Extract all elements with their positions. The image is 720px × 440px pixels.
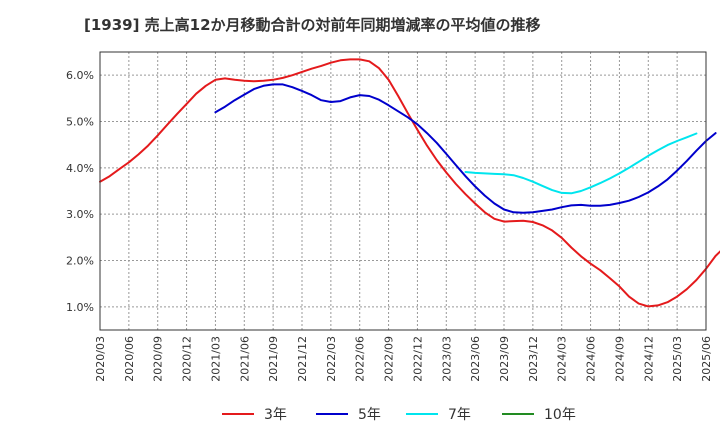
series-lines <box>99 58 720 308</box>
x-tick-label: 2024/12 <box>642 336 655 382</box>
x-tick-label: 2022/06 <box>354 336 367 382</box>
legend-label-1: 5年 <box>358 407 381 423</box>
y-tick-label: 3.0% <box>66 208 94 221</box>
legend-label-0: 3年 <box>264 407 287 423</box>
y-tick-label: 4.0% <box>66 162 94 175</box>
x-tick-label: 2023/06 <box>469 336 482 382</box>
x-tick-label: 2021/06 <box>238 336 251 382</box>
legend-label-3: 10年 <box>544 407 576 423</box>
x-tick-label: 2020/06 <box>123 336 136 382</box>
grid-lines <box>100 52 706 330</box>
x-tick-label: 2021/03 <box>209 336 222 382</box>
x-tick-label: 2023/09 <box>498 336 511 382</box>
x-tick-label: 2020/12 <box>181 336 194 382</box>
y-tick-label: 5.0% <box>66 116 94 129</box>
x-tick-label: 2021/12 <box>296 336 309 382</box>
x-tick-label: 2025/03 <box>671 336 684 382</box>
x-tick-label: 2024/06 <box>585 336 598 382</box>
y-tick-label: 1.0% <box>66 301 94 314</box>
x-axis-ticks: 2020/03 2020/06 2020/09 2020/12 2021/03 2021/… <box>94 336 713 382</box>
x-tick-label: 2025/06 <box>700 336 713 382</box>
x-tick-label: 2020/03 <box>94 336 107 382</box>
x-tick-label: 2024/09 <box>613 336 626 382</box>
plot-border <box>99 51 707 331</box>
series-line-2 <box>464 132 698 195</box>
x-tick-label: 2022/09 <box>383 336 396 382</box>
x-tick-label: 2022/03 <box>325 336 338 382</box>
y-axis-ticks: 1.0% 2.0% 3.0% 4.0% 5.0% 6.0% <box>66 69 94 314</box>
legend: 3年 5年 7年 10年 <box>222 407 576 423</box>
plot-background <box>100 52 706 330</box>
x-tick-label: 2023/12 <box>527 336 540 382</box>
x-tick-label: 2020/09 <box>152 336 165 382</box>
y-tick-label: 2.0% <box>66 255 94 268</box>
legend-label-2: 7年 <box>448 407 471 423</box>
x-tick-label: 2022/12 <box>411 336 424 382</box>
x-tick-label: 2021/09 <box>267 336 280 382</box>
chart-title: [1939] 売上高12か月移動合計の対前年同期増減率の平均値の推移 <box>84 16 541 34</box>
x-tick-label: 2023/03 <box>440 336 453 382</box>
series-line-1 <box>214 83 717 214</box>
x-tick-label: 2024/03 <box>556 336 569 382</box>
y-tick-label: 6.0% <box>66 69 94 82</box>
